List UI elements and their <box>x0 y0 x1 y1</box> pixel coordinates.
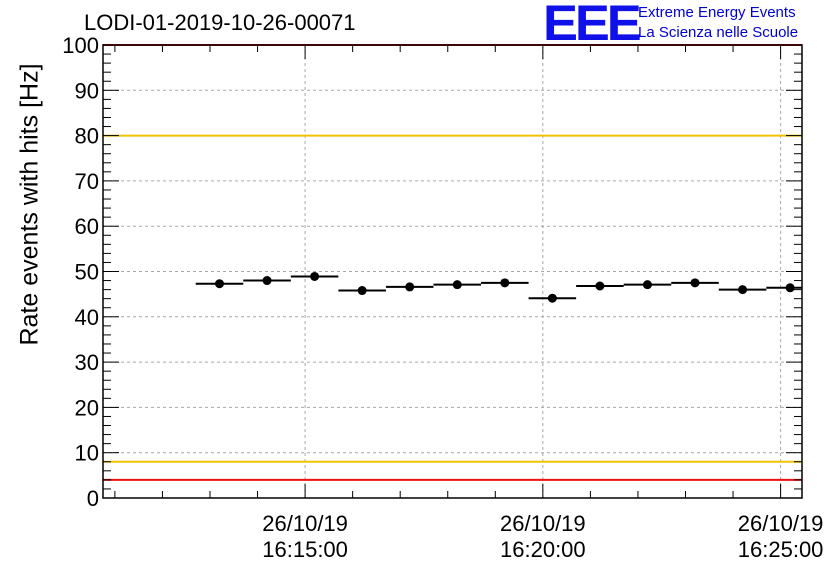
logo-subtitle-1: Extreme Energy Events <box>638 4 796 21</box>
x-tick-label-time: 16:25:00 <box>738 537 824 562</box>
logo-subtitle-2: La Scienza nelle Scuole <box>638 24 799 41</box>
y-tick-label: 10 <box>75 441 99 466</box>
y-tick-label: 40 <box>75 305 99 330</box>
y-tick-label: 20 <box>75 395 99 420</box>
y-tick-label: 0 <box>87 486 99 511</box>
y-tick-label: 70 <box>75 169 99 194</box>
data-point <box>262 276 272 286</box>
data-point <box>310 271 320 281</box>
data-point <box>690 278 700 288</box>
x-tick-label-time: 16:20:00 <box>500 537 586 562</box>
data-point <box>642 280 652 290</box>
x-tick-label-date: 26/10/19 <box>262 511 348 536</box>
x-tick-label-time: 16:15:00 <box>262 537 348 562</box>
data-point <box>738 285 748 295</box>
x-tick-label-date: 26/10/19 <box>500 511 586 536</box>
y-tick-label: 80 <box>75 124 99 149</box>
eee-logo: EEE <box>543 0 642 51</box>
data-point <box>595 281 605 291</box>
y-tick-label: 60 <box>75 214 99 239</box>
x-tick-label-date: 26/10/19 <box>738 511 824 536</box>
y-tick-label: 90 <box>75 78 99 103</box>
data-point <box>547 293 557 303</box>
y-tick-label: 50 <box>75 260 99 285</box>
data-point <box>405 282 415 292</box>
y-tick-label: 30 <box>75 350 99 375</box>
y-tick-label: 100 <box>62 33 99 58</box>
chart-title: LODI-01-2019-10-26-00071 <box>84 10 356 35</box>
y-axis-label: Rate events with hits [Hz] <box>15 63 44 346</box>
data-point <box>215 279 224 289</box>
data-point <box>452 280 462 290</box>
data-point <box>785 283 795 293</box>
data-point <box>357 286 367 296</box>
data-point <box>500 278 510 288</box>
